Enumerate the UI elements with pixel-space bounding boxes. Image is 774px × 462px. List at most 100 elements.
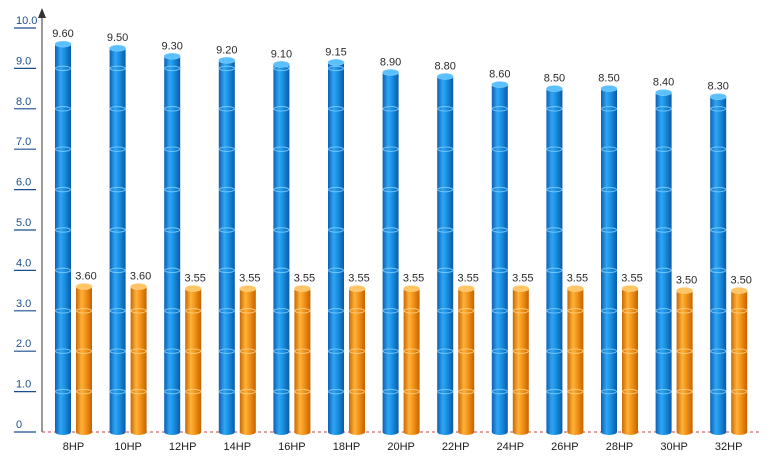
bar-series-1-ring [327, 388, 345, 395]
bar-series-1 [491, 81, 509, 435]
bar-series-2-top-cap [457, 285, 475, 292]
bar-series-2-ring [676, 348, 693, 354]
y-tick-label: 0 [16, 419, 22, 431]
bar-series-1-ring [218, 388, 235, 395]
bar-series-1-body [218, 60, 235, 432]
bar-series-1-body [164, 56, 181, 432]
bar-series-2-top-cap [403, 285, 420, 292]
bar-series-1-ring [218, 227, 235, 233]
bar-series-2-top-cap [730, 287, 748, 294]
bar-series-1-bottom-cap [109, 429, 126, 435]
bar-series-2 [457, 285, 475, 435]
bar-series-1-ring [273, 267, 290, 274]
bar-series-1-bottom-cap [218, 429, 235, 435]
bar-series-2-ring [512, 388, 529, 395]
bar-series-1-ring [54, 65, 72, 72]
bar-series-1-ring [109, 267, 126, 274]
bar-series-2-ring [512, 348, 529, 354]
bar-series-1-ring [655, 227, 672, 233]
bar-series-2-ring [239, 388, 256, 395]
bar-series-1-ring [273, 227, 290, 233]
y-tick-label: 2.0 [16, 338, 31, 350]
x-category-label: 20HP [387, 441, 415, 453]
bar-series-2-ring [403, 348, 420, 354]
bar-series-1-ring [218, 348, 235, 354]
bar-series-2 [676, 287, 693, 435]
bar-series-1-ring [655, 308, 672, 314]
bar-series-2 [730, 287, 748, 435]
x-category-label: 16HP [278, 441, 306, 453]
bar-series-1-ring [273, 348, 290, 354]
data-label-series-2: 3.55 [403, 273, 424, 285]
bar-series-1-ring [218, 146, 235, 152]
bar-series-1-ring [327, 267, 345, 274]
bar-series-2 [294, 285, 311, 435]
bar-series-1-bottom-cap [55, 429, 71, 435]
x-category-label: 24HP [497, 441, 525, 453]
bar-series-1-ring [327, 348, 345, 354]
bar-series-2-top-cap [239, 285, 257, 292]
bar-series-1-ring [273, 146, 290, 152]
bar-series-1-ring [655, 388, 672, 395]
bar-series-1-ring [546, 186, 563, 193]
bar-series-1-ring [600, 308, 618, 314]
bar-series-2-ring [239, 348, 256, 354]
bar-series-2-body [567, 288, 584, 432]
bar-series-1-ring [164, 308, 181, 314]
bar-series-1-ring [382, 348, 399, 354]
x-category-label: 14HP [224, 441, 252, 453]
bar-series-1-top-cap [436, 73, 454, 80]
bar-series-1-ring [546, 227, 563, 233]
x-category-label: 30HP [660, 441, 688, 453]
bar-series-2-body [294, 288, 311, 432]
bar-series-1-ring [710, 267, 727, 274]
x-category-label: 32HP [715, 441, 743, 453]
bar-series-2-top-cap [621, 285, 639, 292]
bar-series-2-top-cap [184, 285, 202, 292]
bar-series-1-ring [710, 106, 727, 112]
bar-series-2-body [349, 288, 365, 432]
bar-series-2-ring [294, 348, 311, 354]
bar-series-1-ring [109, 348, 126, 354]
bar-series-1-ring [109, 388, 126, 395]
bar-series-1 [54, 40, 72, 435]
bar-series-2-body [731, 290, 748, 432]
bar-series-1-ring [327, 146, 345, 152]
x-category-label: 22HP [442, 441, 470, 453]
bar-series-1-ring [437, 146, 454, 152]
bar-series-2-bottom-cap [622, 429, 638, 435]
bar-series-1-ring [54, 227, 72, 233]
bar-series-2-bottom-cap [731, 429, 748, 435]
bar-series-1-ring [164, 388, 181, 395]
bar-series-1-top-cap [655, 89, 672, 96]
bar-series-1 [600, 85, 618, 435]
bar-series-1-ring [218, 65, 235, 72]
data-label-series-2: 3.55 [348, 273, 369, 285]
bar-series-1-ring [218, 186, 235, 193]
data-label-series-1: 9.10 [271, 48, 292, 60]
bar-series-1-ring [491, 227, 508, 233]
bar-series-1-bottom-cap [546, 429, 563, 435]
bar-series-2-top-cap [567, 285, 584, 292]
bar-series-2-body [622, 288, 638, 432]
data-label-series-1: 8.50 [544, 73, 565, 85]
bar-series-2-bottom-cap [567, 429, 584, 435]
data-label-series-2: 3.55 [512, 273, 533, 285]
bar-series-2-bottom-cap [239, 429, 256, 435]
bar-series-1-ring [218, 308, 235, 314]
bar-series-2-ring [621, 348, 639, 354]
bar-series-2-ring [403, 308, 420, 314]
bar-series-1-ring [710, 348, 727, 354]
bar-series-1-ring [710, 227, 727, 233]
bar-series-2-ring [348, 308, 366, 314]
bar-series-2-ring [567, 388, 584, 395]
bar-series-2-top-cap [130, 283, 147, 290]
bar-series-1-ring [382, 308, 399, 314]
bar-series-2-ring [731, 308, 748, 314]
x-category-label: 12HP [169, 441, 197, 453]
bar-series-2-ring [458, 308, 475, 314]
bar-series-1-ring [437, 388, 454, 395]
bar-series-1-ring [382, 186, 399, 193]
data-label-series-2: 3.55 [457, 273, 478, 285]
